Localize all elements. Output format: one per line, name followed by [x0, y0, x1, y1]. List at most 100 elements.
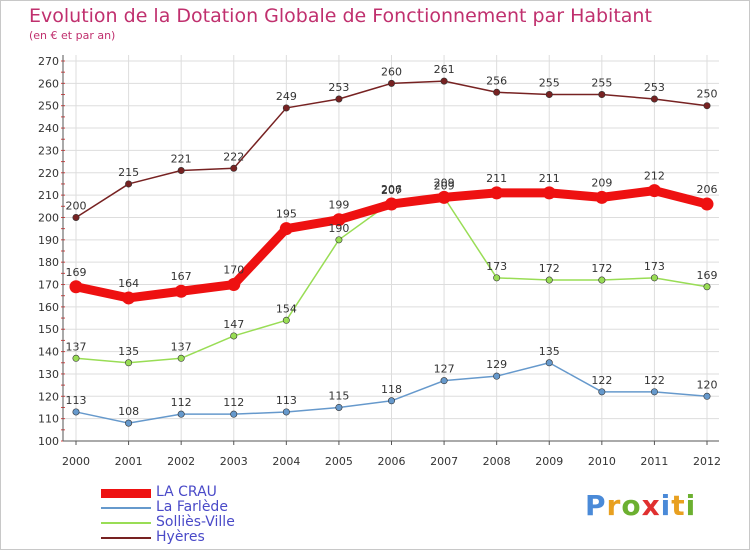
data-label: 118	[381, 383, 402, 396]
data-point	[282, 408, 290, 416]
data-point	[490, 186, 504, 200]
x-tick-label: 2007	[430, 455, 458, 468]
data-point	[647, 184, 661, 198]
y-tick-label: 270	[38, 55, 59, 68]
logo-letter: x	[641, 489, 661, 522]
y-tick-label: 100	[38, 435, 59, 448]
data-label: 112	[171, 396, 192, 409]
data-point	[493, 88, 501, 96]
chart-title: Evolution de la Dotation Globale de Fonc…	[29, 5, 652, 27]
legend-swatch	[101, 488, 151, 498]
x-tick-label: 2004	[272, 455, 300, 468]
data-label: 209	[591, 176, 612, 189]
data-point	[542, 186, 556, 200]
data-point	[279, 222, 293, 236]
y-tick-label: 140	[38, 346, 59, 359]
y-tick-label: 130	[38, 368, 59, 381]
y-tick-label: 150	[38, 323, 59, 336]
data-point	[227, 278, 241, 292]
y-tick-label: 110	[38, 413, 59, 426]
data-point	[230, 410, 238, 418]
data-label: 199	[328, 199, 349, 212]
data-label: 211	[486, 172, 507, 185]
y-tick-label: 250	[38, 100, 59, 113]
data-label: 253	[328, 81, 349, 94]
data-point	[545, 276, 553, 284]
legend-label: La Farlède	[156, 499, 228, 515]
x-tick-label: 2006	[378, 455, 406, 468]
data-point	[598, 276, 606, 284]
data-point	[72, 408, 80, 416]
x-tick-label: 2002	[167, 455, 195, 468]
data-label: 108	[118, 405, 139, 418]
gridlines	[63, 55, 719, 442]
legend-label: Hyères	[156, 529, 205, 545]
data-point	[122, 291, 136, 305]
data-label: 135	[539, 345, 560, 358]
data-point	[69, 280, 83, 294]
data-point	[335, 236, 343, 244]
data-label: 129	[486, 358, 507, 371]
data-label: 137	[171, 340, 192, 353]
data-point	[177, 167, 185, 175]
x-tick-label: 2011	[640, 455, 668, 468]
x-tick-label: 2000	[62, 455, 90, 468]
data-label: 209	[434, 179, 455, 192]
x-tick-label: 2010	[588, 455, 616, 468]
data-point	[387, 79, 395, 87]
x-tick-label: 2009	[535, 455, 563, 468]
logo-letter: r	[606, 489, 622, 522]
logo-letter: i	[660, 489, 672, 522]
data-point	[703, 392, 711, 400]
legend-label: Solliès-Ville	[156, 514, 235, 530]
legend-label: LA CRAU	[156, 484, 217, 500]
data-label: 215	[118, 166, 139, 179]
data-point	[598, 91, 606, 99]
data-point	[72, 213, 80, 221]
data-point	[595, 190, 609, 204]
data-point	[335, 95, 343, 103]
y-tick-label: 120	[38, 390, 59, 403]
data-label: 212	[644, 170, 665, 183]
data-label: 209	[434, 176, 455, 189]
data-label: 261	[434, 63, 455, 76]
data-point	[440, 77, 448, 85]
logo-letter: i	[685, 489, 697, 522]
data-point	[335, 403, 343, 411]
data-point	[493, 274, 501, 282]
data-point	[282, 104, 290, 112]
y-tick-label: 160	[38, 301, 59, 314]
data-point	[545, 91, 553, 99]
data-point	[598, 388, 606, 396]
data-label: 122	[591, 374, 612, 387]
data-point	[125, 419, 133, 427]
series-lines	[69, 77, 714, 427]
data-point	[177, 354, 185, 362]
data-label: 137	[66, 340, 87, 353]
data-label: 172	[539, 262, 560, 275]
data-point	[437, 190, 451, 204]
data-point	[493, 372, 501, 380]
data-label: 115	[328, 389, 349, 402]
data-label: 206	[697, 183, 718, 196]
data-label: 127	[434, 363, 455, 376]
y-tick-label: 260	[38, 77, 59, 90]
logo-letter: P	[585, 489, 607, 522]
data-label: 113	[66, 394, 87, 407]
data-label: 221	[171, 153, 192, 166]
data-label: 255	[539, 77, 560, 90]
data-label: 260	[381, 65, 402, 78]
y-tick-label: 200	[38, 211, 59, 224]
data-point	[545, 359, 553, 367]
data-point	[440, 377, 448, 385]
data-point	[703, 283, 711, 291]
data-labels: 169 164 167 170 195 199 206 209 211 211 209 212 206 1…	[66, 63, 718, 418]
x-tick-label: 2008	[483, 455, 511, 468]
data-label: 135	[118, 345, 139, 358]
data-point	[703, 102, 711, 110]
data-label: 170	[223, 264, 244, 277]
data-label: 207	[381, 184, 402, 197]
y-tick-label: 210	[38, 189, 59, 202]
